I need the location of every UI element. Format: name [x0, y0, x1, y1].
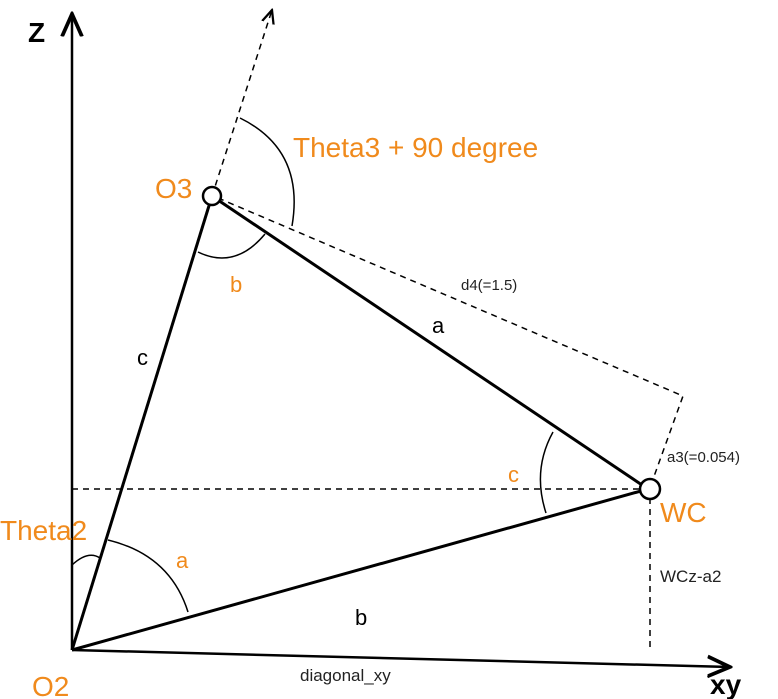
side-a-label: a	[432, 313, 445, 338]
side-c-label: c	[137, 345, 148, 370]
joint-o3	[201, 185, 223, 207]
side-a	[211, 194, 649, 491]
angle-b-label: b	[230, 272, 242, 297]
arc-theta2	[71, 554, 101, 566]
arc-theta3	[239, 117, 295, 227]
point-wc-label: WC	[660, 497, 707, 528]
theta2-label: Theta2	[0, 515, 87, 546]
point-o3-label: O3	[155, 173, 192, 204]
joint-wc	[638, 477, 662, 501]
side-b	[71, 487, 649, 652]
o3-extension-dashed	[211, 10, 272, 197]
theta3-label: Theta3 + 90 degree	[293, 132, 538, 163]
d4-label: d4(=1.5)	[461, 277, 517, 294]
wcz-label: WCz-a2	[660, 567, 721, 586]
xy-axis	[71, 648, 730, 667]
angle-a-label: a	[176, 548, 189, 573]
arc-angle-b	[197, 233, 266, 259]
point-o2-label: O2	[32, 671, 69, 699]
diagonal-xy-label: diagonal_xy	[300, 666, 391, 685]
side-b-label: b	[355, 605, 367, 630]
z-axis-label: Z	[28, 17, 45, 48]
angle-c-label: c	[508, 462, 519, 487]
a3-label: a3(=0.054)	[667, 449, 740, 466]
arc-angle-a	[107, 539, 189, 613]
side-c	[70, 195, 214, 651]
xy-axis-label: xy	[710, 669, 742, 699]
d4-a3-dashed	[217, 197, 684, 483]
arc-angle-c	[539, 431, 554, 514]
